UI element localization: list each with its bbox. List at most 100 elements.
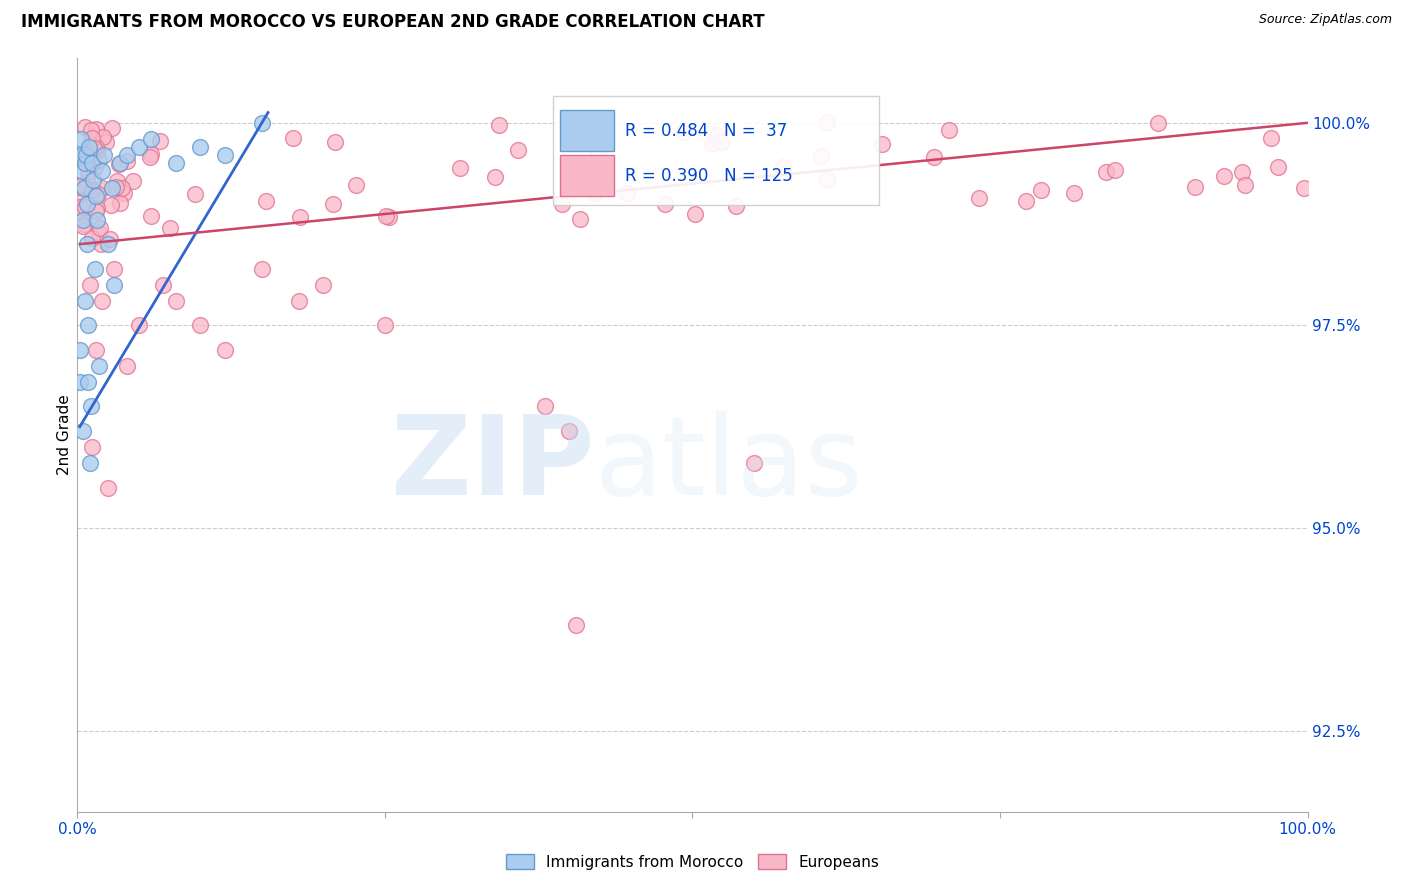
Point — [924, 150, 946, 164]
Text: IMMIGRANTS FROM MOROCCO VS EUROPEAN 2ND GRADE CORRELATION CHART: IMMIGRANTS FROM MOROCCO VS EUROPEAN 2ND … — [21, 13, 765, 31]
Point — [73, 180, 96, 194]
Point — [449, 161, 471, 176]
FancyBboxPatch shape — [560, 155, 614, 196]
Point — [672, 125, 695, 139]
Point — [84, 140, 107, 154]
Point — [94, 135, 117, 149]
Point — [75, 148, 97, 162]
Point — [374, 209, 396, 223]
Point — [488, 118, 510, 132]
Point — [281, 131, 304, 145]
Point — [322, 197, 344, 211]
Point — [77, 140, 100, 154]
Point — [1267, 160, 1289, 174]
Point — [1292, 180, 1315, 194]
Point — [709, 135, 731, 149]
Point — [103, 277, 125, 292]
Point — [98, 232, 121, 246]
Point — [815, 172, 838, 186]
Point — [84, 122, 107, 136]
Point — [165, 294, 187, 309]
Point — [90, 294, 114, 309]
Point — [76, 155, 98, 169]
Point — [683, 207, 706, 221]
Point — [77, 375, 100, 389]
Point — [378, 210, 401, 224]
Point — [508, 143, 530, 157]
Point — [1031, 183, 1053, 197]
Point — [112, 186, 135, 200]
Point — [80, 400, 103, 414]
Point — [80, 131, 103, 145]
Point — [70, 148, 93, 162]
Y-axis label: 2nd Grade: 2nd Grade — [56, 394, 72, 475]
Point — [84, 188, 107, 202]
Point — [90, 237, 112, 252]
Text: ZIP: ZIP — [391, 411, 595, 518]
Text: Source: ZipAtlas.com: Source: ZipAtlas.com — [1258, 13, 1392, 27]
Point — [101, 180, 124, 194]
Point — [101, 121, 124, 136]
Point — [76, 318, 98, 333]
Point — [72, 213, 94, 227]
Point — [76, 174, 98, 188]
Point — [1014, 194, 1036, 209]
Point — [84, 203, 107, 218]
Point — [73, 156, 96, 170]
Point — [84, 343, 107, 357]
Point — [1147, 116, 1170, 130]
Point — [108, 195, 131, 210]
Point — [111, 181, 134, 195]
Point — [214, 343, 236, 357]
Point — [93, 148, 115, 162]
Point — [75, 294, 97, 309]
Point — [870, 136, 893, 151]
Point — [165, 156, 187, 170]
Point — [534, 400, 557, 414]
Point — [706, 128, 728, 142]
Point — [214, 148, 236, 162]
Point — [558, 424, 581, 438]
Point — [69, 200, 91, 214]
Point — [1230, 165, 1253, 179]
Point — [323, 135, 346, 149]
Point — [93, 129, 115, 144]
Point — [149, 134, 172, 148]
Point — [103, 261, 125, 276]
Point — [69, 375, 91, 389]
Point — [344, 178, 367, 192]
Point — [742, 456, 765, 470]
Point — [80, 183, 103, 197]
Point — [70, 132, 93, 146]
Point — [90, 164, 114, 178]
Point — [90, 181, 112, 195]
FancyBboxPatch shape — [554, 95, 880, 205]
Point — [725, 198, 748, 212]
Point — [69, 186, 91, 200]
Point — [1104, 163, 1126, 178]
Point — [152, 277, 174, 292]
Point — [290, 210, 312, 224]
Point — [141, 132, 163, 146]
Point — [82, 156, 104, 170]
Point — [139, 147, 162, 161]
Point — [86, 201, 108, 215]
Point — [312, 277, 335, 292]
Point — [80, 123, 103, 137]
Point — [110, 156, 132, 170]
Point — [190, 140, 212, 154]
Point — [250, 261, 273, 276]
Point — [190, 318, 212, 333]
Point — [70, 164, 93, 178]
Point — [122, 174, 145, 188]
Point — [810, 149, 832, 163]
Point — [1213, 169, 1236, 183]
Point — [1063, 186, 1085, 200]
Point — [86, 213, 108, 227]
Point — [79, 277, 101, 292]
Point — [79, 456, 101, 470]
Point — [1260, 131, 1282, 145]
Point — [654, 196, 676, 211]
Text: R = 0.484   N =  37: R = 0.484 N = 37 — [624, 122, 787, 140]
Point — [700, 136, 723, 150]
